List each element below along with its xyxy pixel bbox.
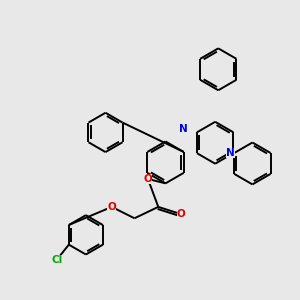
Text: O: O — [177, 209, 185, 219]
Text: Cl: Cl — [51, 255, 62, 265]
Text: N: N — [226, 148, 235, 158]
Text: N: N — [179, 124, 188, 134]
Text: O: O — [144, 174, 152, 184]
Text: O: O — [107, 202, 116, 212]
